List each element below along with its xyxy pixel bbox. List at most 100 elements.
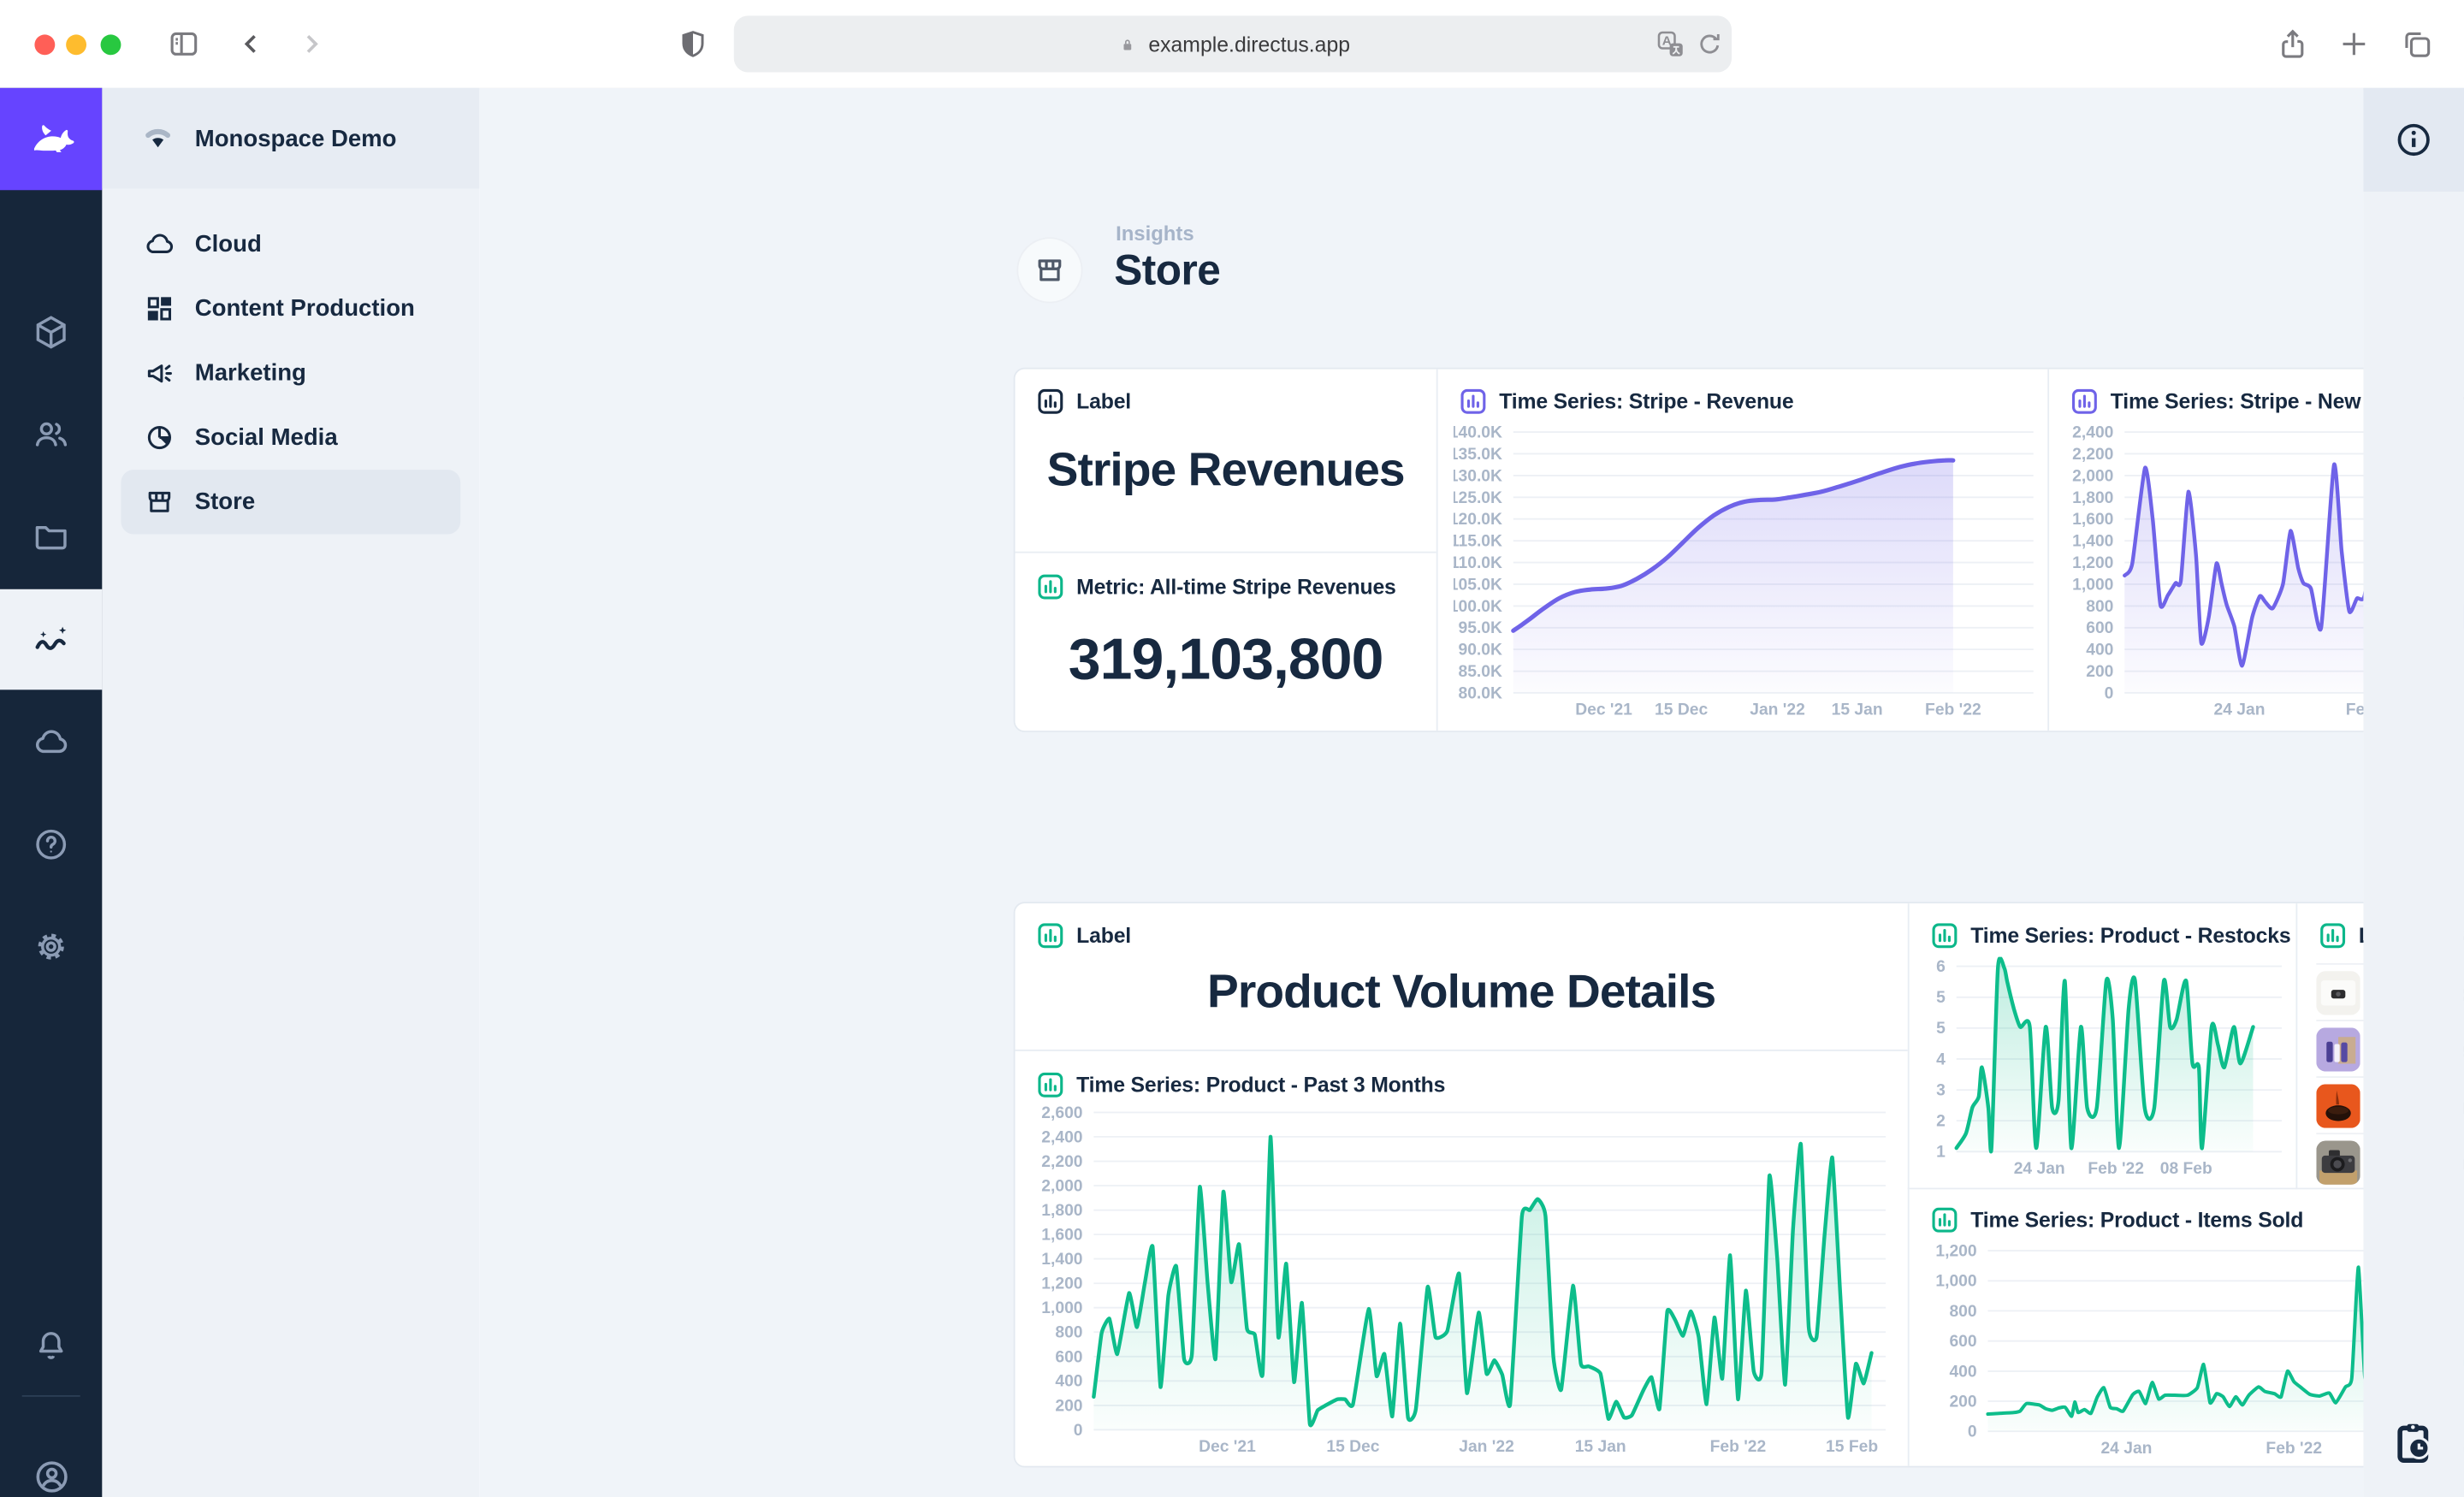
pie-chart-icon xyxy=(147,425,172,450)
storefront-icon xyxy=(148,491,171,512)
main-content: Insights Store Label Stripe Revenues xyxy=(479,87,2464,1497)
info-sidebar-button[interactable] xyxy=(2363,87,2464,192)
svg-text:800: 800 xyxy=(1055,1324,1082,1342)
svg-text:Feb '22: Feb '22 xyxy=(1925,701,1981,719)
svg-text:115.0K: 115.0K xyxy=(1454,533,1502,551)
sidebar-item-label: Content Production xyxy=(194,295,415,322)
sidebar-item-content-production[interactable]: Content Production xyxy=(121,276,460,340)
panel-chart-icon xyxy=(2320,923,2346,949)
svg-text:Feb '22: Feb '22 xyxy=(1710,1438,1767,1456)
window-minimize-button[interactable] xyxy=(66,33,87,55)
svg-text:2,000: 2,000 xyxy=(1041,1177,1082,1195)
account-circle-icon xyxy=(35,1461,67,1493)
share-icon[interactable] xyxy=(2274,25,2312,62)
panel-title: Time Series: Product - Items Sold xyxy=(1970,1208,2304,1232)
privacy-shield-icon[interactable] xyxy=(674,25,712,62)
sidebar-item-marketing[interactable]: Marketing xyxy=(121,341,460,405)
panel-timeseries-stripe-revenue[interactable]: Time Series: Stripe - Revenue 80.0K 85.0K… xyxy=(1436,369,2048,731)
panel-metric-stripe-revenues[interactable]: Metric: All-time Stripe Revenues 319,103… xyxy=(1015,554,1436,731)
module-help[interactable] xyxy=(0,794,102,895)
svg-text:100.0K: 100.0K xyxy=(1454,598,1502,616)
folder-icon xyxy=(35,525,67,549)
product-thumbnail xyxy=(2316,1027,2360,1072)
megaphone-icon xyxy=(147,364,172,383)
sidebar-toggle-icon[interactable] xyxy=(165,25,203,62)
sidebar-item-label: Social Media xyxy=(194,423,338,452)
svg-text:15 Jan: 15 Jan xyxy=(1832,701,1883,719)
svg-text:1,000: 1,000 xyxy=(2072,576,2113,594)
panel-label-product[interactable]: Label Product Volume Details xyxy=(1015,903,1908,1051)
panel-timeseries-product-past-3-months[interactable]: Time Series: Product - Past 3 Months 0 20… xyxy=(1015,1052,1908,1466)
svg-text:1,600: 1,600 xyxy=(2072,511,2113,529)
help-icon xyxy=(36,828,67,859)
panel-chart-icon xyxy=(1038,388,1063,414)
svg-text:24 Jan: 24 Jan xyxy=(2214,701,2266,719)
project-name: Monospace Demo xyxy=(194,125,397,152)
new-tab-icon[interactable] xyxy=(2335,25,2372,62)
cube-icon xyxy=(36,315,66,348)
module-settings[interactable] xyxy=(0,896,102,997)
sidebar-item-store[interactable]: Store xyxy=(121,470,461,535)
svg-text:135.0K: 135.0K xyxy=(1454,446,1502,464)
svg-text:0: 0 xyxy=(2105,684,2114,702)
svg-text:2,200: 2,200 xyxy=(1041,1153,1082,1171)
svg-text:95.0K: 95.0K xyxy=(1458,619,1502,637)
svg-text:85.0K: 85.0K xyxy=(1458,663,1502,681)
project-switcher[interactable]: Monospace Demo xyxy=(102,87,480,189)
sidebar-item-label: Store xyxy=(194,488,256,516)
product-thumbnail xyxy=(2316,1084,2360,1128)
svg-text:400: 400 xyxy=(1055,1373,1082,1391)
page-icon xyxy=(1018,239,1081,302)
svg-text:1,200: 1,200 xyxy=(1041,1275,1082,1293)
module-collections[interactable] xyxy=(0,281,102,382)
panel-title: Label xyxy=(1076,389,1132,414)
panel-title: Label xyxy=(1076,923,1132,948)
svg-text:90.0K: 90.0K xyxy=(1458,642,1502,660)
activity-sidebar-button[interactable] xyxy=(2387,1417,2439,1470)
svg-text:105.0K: 105.0K xyxy=(1454,576,1502,594)
svg-text:200: 200 xyxy=(1055,1397,1082,1415)
module-files[interactable] xyxy=(0,486,102,587)
panel-timeseries-product-restocks[interactable]: Time Series: Product - Restocks 1 2 3 4 5 5 6 2… xyxy=(1907,903,2296,1190)
svg-text:1,200: 1,200 xyxy=(2072,554,2113,572)
translate-icon[interactable]: A xyxy=(1653,27,1691,64)
reload-icon[interactable] xyxy=(1692,27,1730,64)
sidebar-item-social-media[interactable]: Social Media xyxy=(121,405,460,470)
module-insights[interactable] xyxy=(0,589,103,690)
panel-chart-icon xyxy=(1038,574,1063,600)
module-users[interactable] xyxy=(0,383,102,484)
gear-icon xyxy=(38,932,64,959)
svg-text:4: 4 xyxy=(1936,1050,1946,1068)
back-button[interactable] xyxy=(233,25,270,62)
page-title: Store xyxy=(1114,246,1221,294)
svg-text:1,200: 1,200 xyxy=(1935,1242,1976,1260)
bell-icon xyxy=(38,1331,63,1358)
module-cloud[interactable] xyxy=(0,691,102,792)
breadcrumb[interactable]: Insights xyxy=(1116,221,1194,246)
label-text: Product Volume Details xyxy=(1207,966,1716,1019)
svg-text:2: 2 xyxy=(1936,1113,1946,1131)
users-icon xyxy=(35,421,68,446)
directus-logo[interactable] xyxy=(0,87,103,191)
forward-button[interactable] xyxy=(293,25,330,62)
svg-text:1,400: 1,400 xyxy=(2072,533,2113,551)
sidebar-item-label: Marketing xyxy=(194,359,306,387)
svg-text:15 Feb: 15 Feb xyxy=(1826,1438,1878,1456)
svg-text:1,400: 1,400 xyxy=(1041,1251,1082,1269)
account-button[interactable] xyxy=(0,1427,102,1497)
window-close-button[interactable] xyxy=(34,33,56,55)
svg-text:2,000: 2,000 xyxy=(2072,467,2113,485)
window-zoom-button[interactable] xyxy=(100,33,121,55)
svg-text:2,200: 2,200 xyxy=(2072,446,2113,464)
svg-text:1,800: 1,800 xyxy=(2072,489,2113,507)
notifications-button[interactable] xyxy=(0,1294,102,1395)
sidebar-item-cloud[interactable]: Cloud xyxy=(121,212,460,276)
panel-label-stripe[interactable]: Label Stripe Revenues xyxy=(1015,369,1436,553)
project-signal-icon xyxy=(145,128,171,147)
panel-chart-icon xyxy=(2071,388,2097,414)
address-bar[interactable]: example.directus.app A xyxy=(733,15,1732,73)
panel-chart-icon xyxy=(1038,923,1063,949)
metric-value: 319,103,800 xyxy=(1068,626,1384,692)
tab-overview-icon[interactable] xyxy=(2398,25,2436,62)
clipboard-clock-icon xyxy=(2397,1423,2431,1464)
